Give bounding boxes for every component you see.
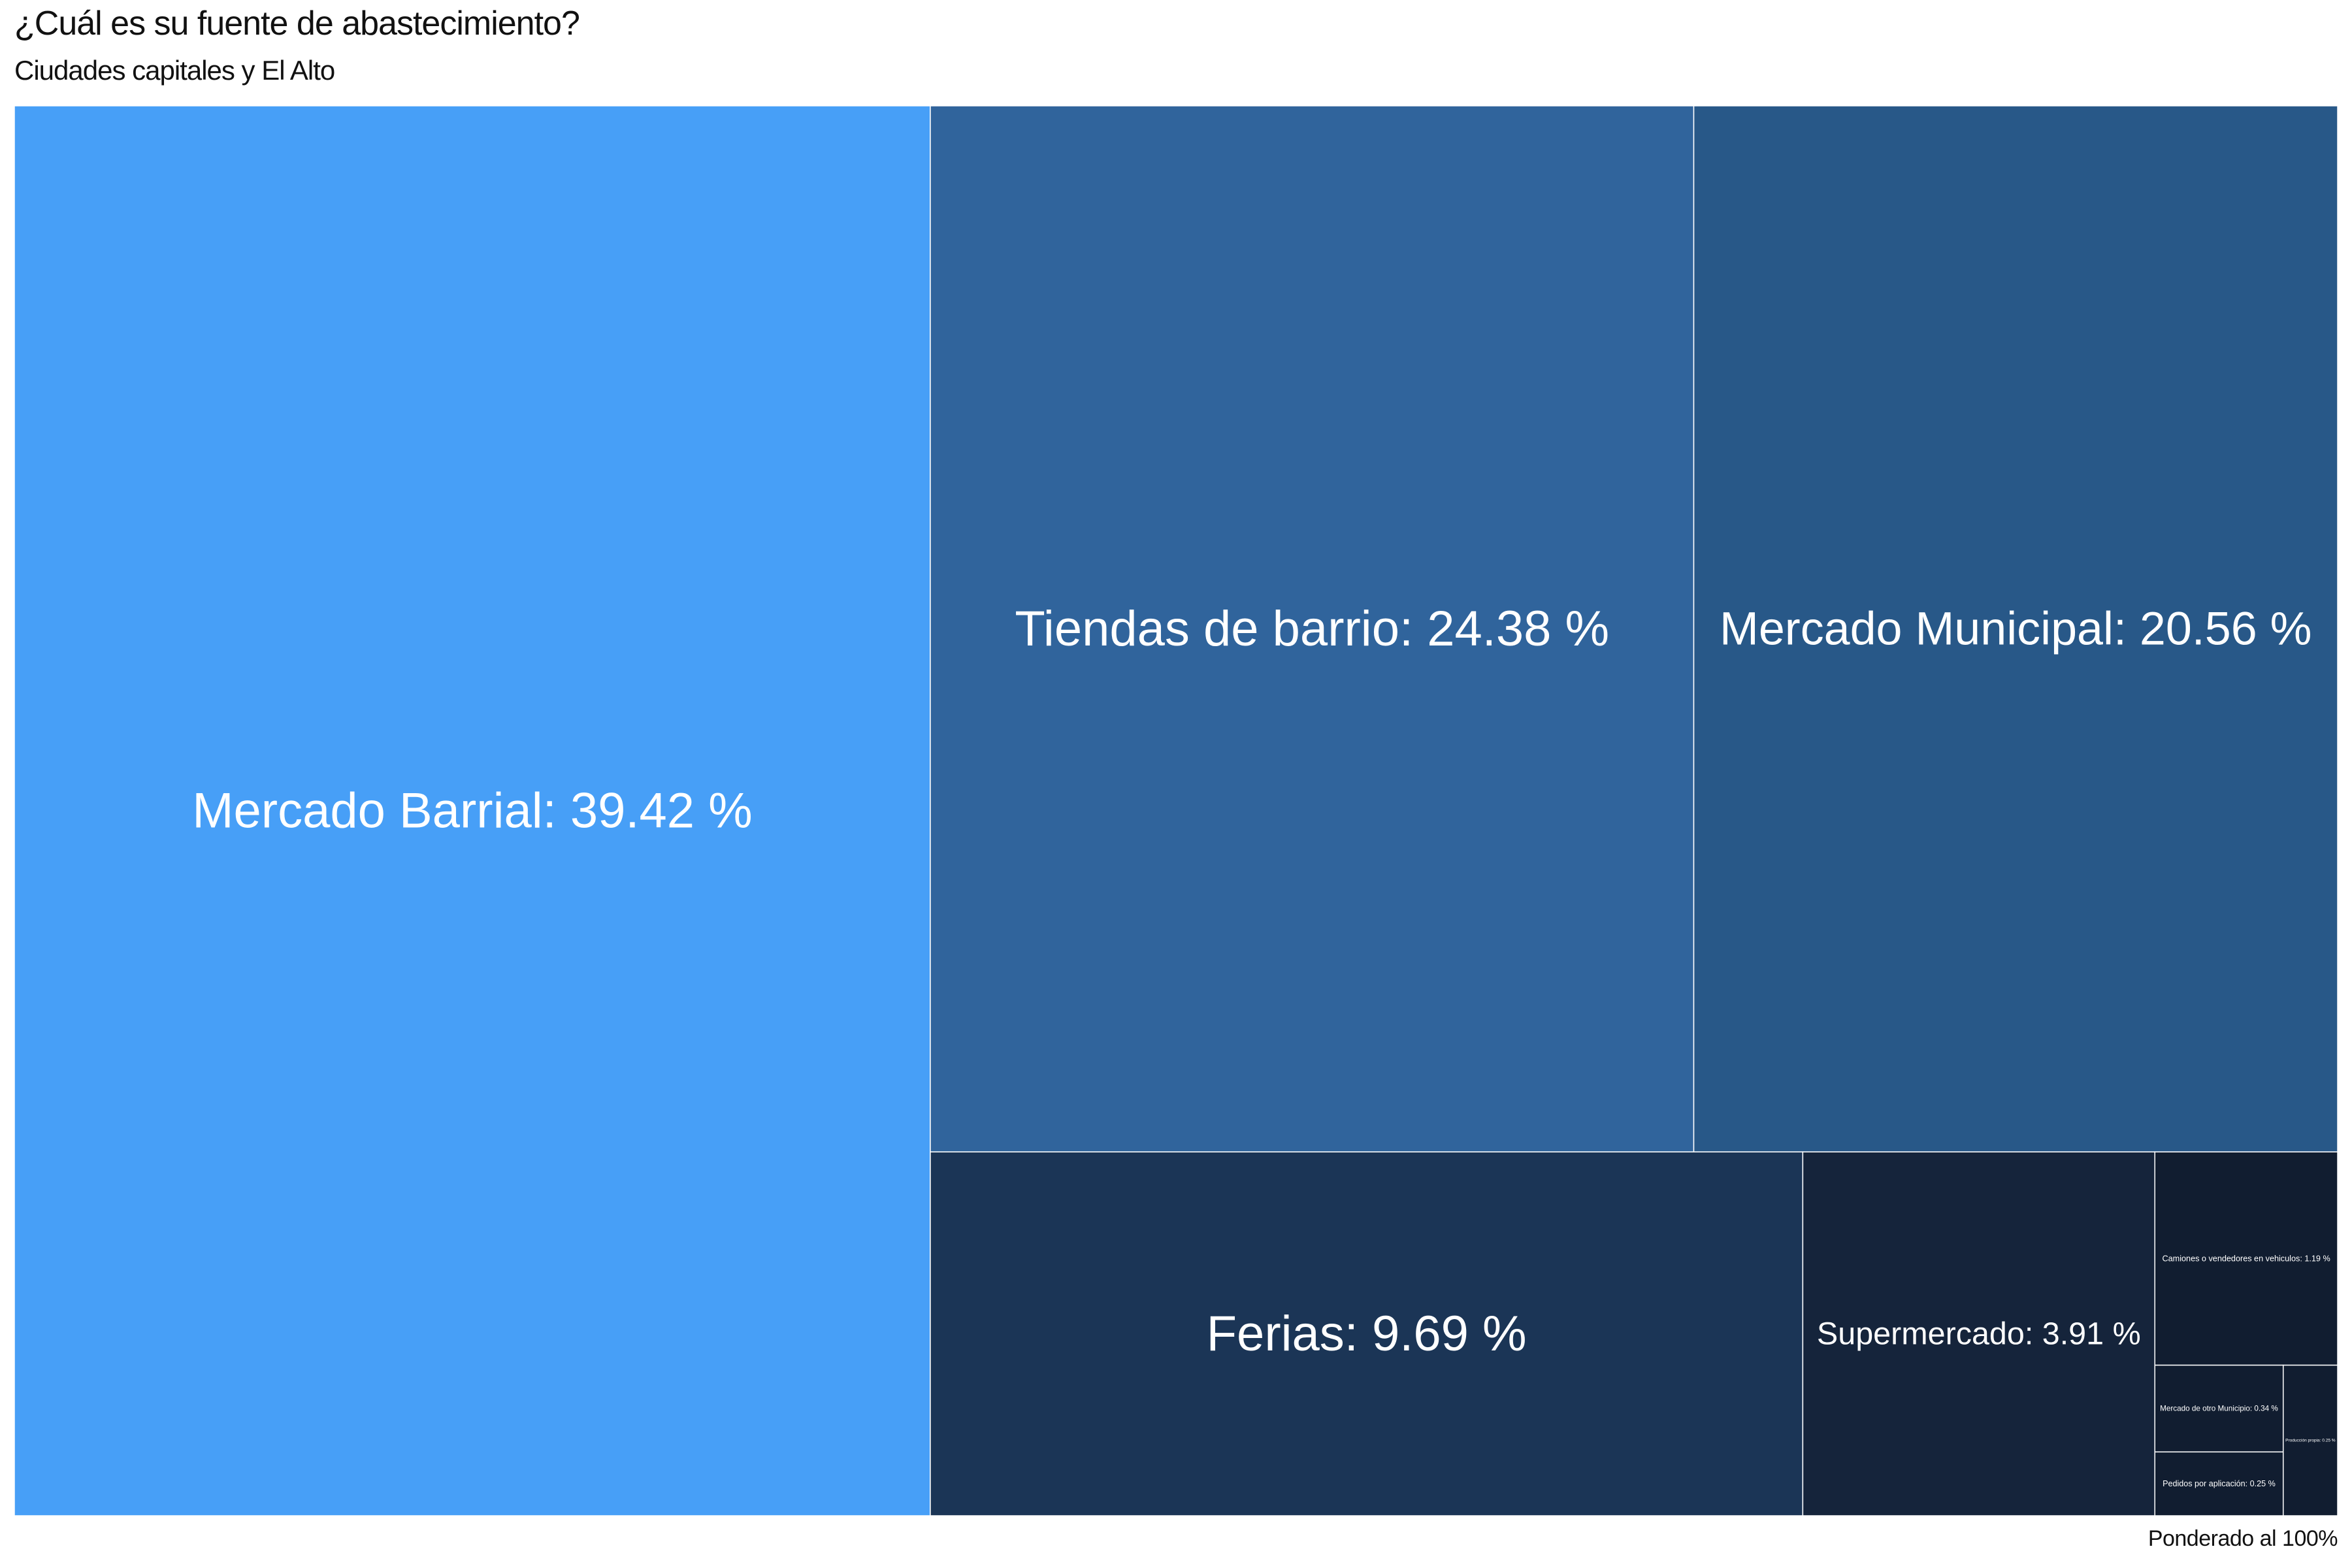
treemap-cell-produccion-propia: Producción propia: 0.25 % xyxy=(2282,1364,2338,1516)
treemap-rect-mercado-municipal xyxy=(1693,105,2338,1152)
treemap-rect-ferias xyxy=(930,1151,1804,1516)
treemap-cell-mercado-de-otro-municipio: Mercado de otro Municipio: 0.34 % xyxy=(2154,1364,2284,1453)
treemap-label-produccion-propia: Producción propia: 0.25 % xyxy=(2285,1438,2336,1443)
treemap-rect-camiones-o-vendedores-en-vehiculos xyxy=(2154,1151,2338,1366)
treemap-rect-mercado-de-otro-municipio xyxy=(2154,1364,2284,1453)
treemap-cell-pedidos-por-aplicacion: Pedidos por aplicación: 0.25 % xyxy=(2154,1451,2284,1516)
treemap-label-pedidos-por-aplicacion: Pedidos por aplicación: 0.25 % xyxy=(2163,1479,2276,1488)
treemap-cell-mercado-municipal: Mercado Municipal: 20.56 % xyxy=(1693,105,2338,1152)
treemap-cell-ferias: Ferias: 9.69 % xyxy=(930,1151,1804,1516)
treemap-cell-tiendas-de-barrio: Tiendas de barrio: 24.38 % xyxy=(930,105,1695,1152)
treemap-label-tiendas-de-barrio: Tiendas de barrio: 24.38 % xyxy=(1015,601,1609,657)
treemap-label-mercado-municipal: Mercado Municipal: 20.56 % xyxy=(1720,603,2312,655)
chart-subtitle: Ciudades capitales y El Alto xyxy=(14,55,335,86)
chart-title: ¿Cuál es su fuente de abastecimiento? xyxy=(14,5,580,42)
treemap-cell-camiones-o-vendedores-en-vehiculos: Camiones o vendedores en vehiculos: 1.19… xyxy=(2154,1151,2338,1366)
treemap-label-ferias: Ferias: 9.69 % xyxy=(1207,1306,1527,1362)
treemap-cell-mercado-barrial: Mercado Barrial: 39.42 % xyxy=(14,105,931,1516)
treemap-cell-supermercado: Supermercado: 3.91 % xyxy=(1802,1151,2155,1516)
treemap-label-mercado-barrial: Mercado Barrial: 39.42 % xyxy=(192,783,753,839)
treemap-label-mercado-de-otro-municipio: Mercado de otro Municipio: 0.34 % xyxy=(2160,1404,2278,1413)
treemap-rect-supermercado xyxy=(1802,1151,2155,1516)
treemap-label-supermercado: Supermercado: 3.91 % xyxy=(1817,1316,2141,1352)
treemap-rect-pedidos-por-aplicacion xyxy=(2154,1451,2284,1516)
treemap-rect-produccion-propia xyxy=(2282,1364,2338,1516)
treemap-rect-tiendas-de-barrio xyxy=(930,105,1695,1152)
chart-caption: Ponderado al 100% xyxy=(2148,1526,2338,1551)
treemap-rect-mercado-barrial xyxy=(14,105,931,1516)
treemap-label-camiones-o-vendedores-en-vehiculos: Camiones o vendedores en vehiculos: 1.19… xyxy=(2163,1254,2330,1263)
